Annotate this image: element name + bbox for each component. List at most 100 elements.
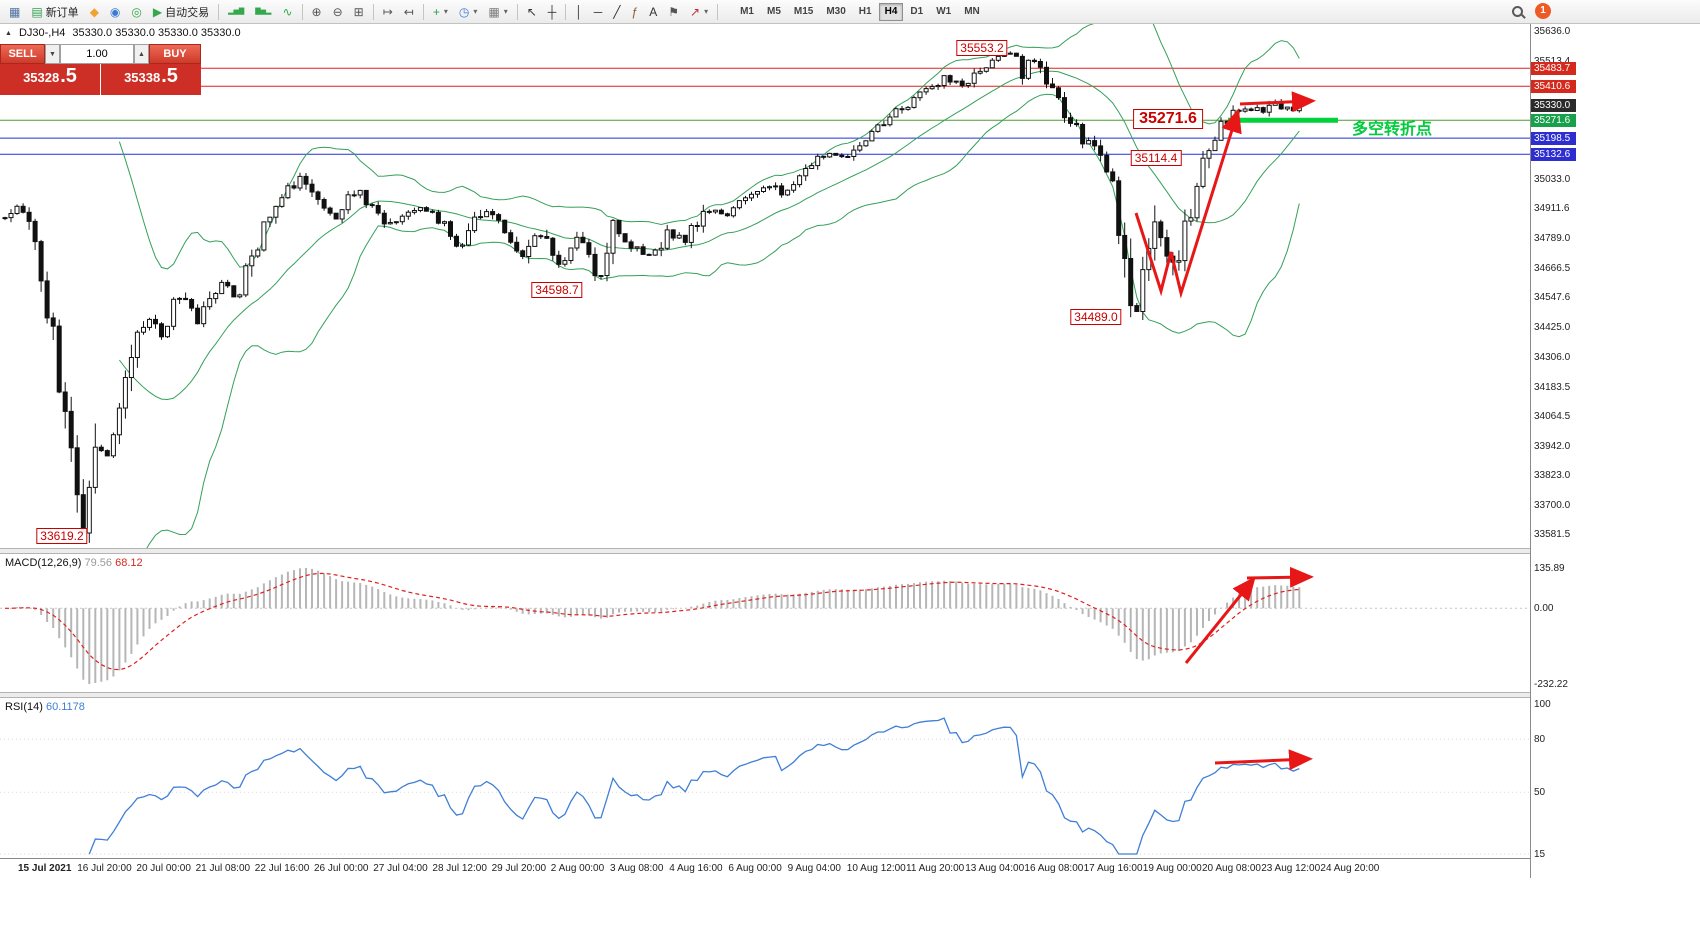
time-label: 20 Jul 00:00 bbox=[136, 863, 191, 874]
volume-up-button[interactable]: ▲ bbox=[134, 44, 149, 64]
indicator-list-button[interactable]: ▇▅▂ bbox=[250, 2, 276, 22]
time-label: 20 Aug 08:00 bbox=[1202, 863, 1261, 874]
price-tick-label: 34789.0 bbox=[1534, 233, 1571, 245]
toolbar-button-group: ▦ ▤ 新订单 ◆ ◉ ◎ ▶ 自动交易 ▂▅▇ ▇▅▂ ∿ ⊕ ⊖ ⊞ ↦ ↤ + ▾ ◷ ▾ ▦ ▾ ↖ ┼ │ ─ ╱ ƒ A ⚑ ↗… bbox=[4, 2, 721, 22]
text-button[interactable]: A bbox=[644, 2, 662, 22]
new-order-button[interactable]: ▤ 新订单 bbox=[26, 2, 83, 22]
price-tick-label: 34547.6 bbox=[1534, 292, 1571, 304]
horizontal-line-button[interactable]: ─ bbox=[589, 2, 608, 22]
search-icon[interactable] bbox=[1512, 5, 1523, 17]
time-axis[interactable]: 15 Jul 2021 16 Jul 20:00 20 Jul 00:00 21 Ju… bbox=[0, 858, 1530, 878]
sell-button[interactable]: SELL bbox=[0, 44, 45, 64]
price-callout[interactable]: 35553.2 bbox=[956, 40, 1008, 56]
rsi-panel[interactable]: RSI(14) 60.1178 bbox=[0, 698, 1530, 858]
zoom-out-button[interactable]: ⊖ bbox=[328, 2, 348, 22]
mql5-community-button[interactable]: ◆ bbox=[85, 2, 104, 22]
macd-chart[interactable] bbox=[0, 554, 1530, 692]
toolbar-divider bbox=[218, 3, 220, 20]
time-label: 16 Jul 20:00 bbox=[77, 863, 132, 874]
price-callout[interactable]: 35114.4 bbox=[1130, 150, 1182, 166]
auto-scroll-button[interactable]: ↦ bbox=[378, 2, 398, 22]
panel-separator[interactable] bbox=[0, 692, 1530, 698]
panel-separator[interactable] bbox=[0, 548, 1530, 554]
price-axis-tag: 35483.7 bbox=[1531, 61, 1576, 75]
tile-windows-button[interactable]: ⊞ bbox=[349, 2, 369, 22]
autotrading-button[interactable]: ▶ 自动交易 bbox=[148, 2, 214, 22]
price-callout[interactable]: 33619.2 bbox=[36, 528, 88, 544]
chart-window-icon: ▦ bbox=[9, 4, 21, 19]
new-order-icon: ▤ bbox=[31, 4, 43, 19]
buy-price-big: .5 bbox=[161, 65, 178, 87]
dropdown-arrow-icon: ▾ bbox=[704, 7, 709, 16]
price-chart-panel[interactable]: ▲ DJ30-,H4 35330.0 35330.0 35330.0 35330… bbox=[0, 24, 1530, 548]
timeframe-m5[interactable]: M5 bbox=[761, 3, 787, 21]
buy-price-display[interactable]: 35338.5 bbox=[101, 64, 201, 95]
zoom-in-button[interactable]: ⊕ bbox=[307, 2, 327, 22]
timeframe-m1[interactable]: M1 bbox=[734, 3, 760, 21]
info-button[interactable]: ◎ bbox=[126, 2, 146, 22]
rsi-chart[interactable] bbox=[0, 698, 1530, 858]
arrows-button[interactable]: ↗ ▾ bbox=[685, 2, 713, 22]
trade-row-prices: 35328.5 35338.5 bbox=[0, 64, 201, 95]
trend-arrow[interactable] bbox=[1134, 108, 1242, 299]
indicator-axis-label: 50 bbox=[1534, 787, 1546, 799]
indicator-axis-label: 100 bbox=[1534, 699, 1551, 710]
price-tick-label: 33942.0 bbox=[1534, 440, 1571, 452]
price-axis-tag: 35198.5 bbox=[1531, 131, 1576, 145]
buy-button[interactable]: BUY bbox=[149, 44, 201, 64]
macd-signal-value: 68.12 bbox=[115, 557, 143, 569]
macd-panel[interactable]: MACD(12,26,9) 79.56 68.12 bbox=[0, 554, 1530, 692]
price-axis[interactable]: 35636.0 35513.4 35033.0 34911.6 34789.0 34666… bbox=[1530, 24, 1576, 878]
timeframe-mn[interactable]: MN bbox=[958, 3, 986, 21]
timeframe-h4[interactable]: H4 bbox=[878, 2, 904, 21]
trend-arrow[interactable] bbox=[1214, 749, 1313, 771]
periods-button[interactable]: ◷ ▾ bbox=[454, 2, 483, 22]
price-callout[interactable]: 35271.6 bbox=[1133, 109, 1203, 129]
price-axis-tag: 35410.6 bbox=[1531, 79, 1576, 93]
turning-point-annotation[interactable]: 多空转折点 bbox=[1352, 121, 1433, 138]
zoom-out-icon: ⊖ bbox=[332, 4, 343, 19]
timeframe-m15[interactable]: M15 bbox=[788, 3, 819, 21]
notification-badge[interactable]: 1 bbox=[1535, 3, 1551, 19]
timeframe-d1[interactable]: D1 bbox=[904, 3, 929, 21]
timeframe-m30[interactable]: M30 bbox=[820, 3, 851, 21]
macd-label: MACD(12,26,9) 79.56 68.12 bbox=[5, 557, 143, 569]
candlestick-chart[interactable] bbox=[0, 24, 1530, 548]
crosshair-button[interactable]: ┼ bbox=[543, 2, 562, 22]
indicators-button[interactable]: ▂▅▇ bbox=[223, 2, 249, 22]
text-icon: A bbox=[649, 4, 658, 19]
cursor-arrow-icon: ↖ bbox=[526, 4, 537, 19]
timeframe-h1[interactable]: H1 bbox=[853, 3, 878, 21]
indicator-axis-label: 0.00 bbox=[1534, 603, 1554, 615]
time-label: 6 Aug 00:00 bbox=[728, 863, 782, 874]
templates-button[interactable]: ▦ ▾ bbox=[483, 2, 512, 22]
flag-icon: ⚑ bbox=[668, 4, 679, 19]
chart-shift-button[interactable]: ↤ bbox=[399, 2, 419, 22]
price-callout[interactable]: 34489.0 bbox=[1070, 309, 1122, 325]
sell-price-big: .5 bbox=[60, 65, 77, 87]
fibonacci-button[interactable]: ƒ bbox=[627, 2, 644, 22]
timeframe-w1[interactable]: W1 bbox=[930, 3, 957, 21]
objects-list-button[interactable]: ∿ bbox=[277, 2, 297, 22]
market-button[interactable]: ◉ bbox=[105, 2, 125, 22]
volume-input[interactable] bbox=[60, 44, 134, 64]
auto-scroll-icon: ↦ bbox=[382, 4, 393, 19]
price-callout[interactable]: 34598.7 bbox=[531, 282, 583, 298]
add-indicator-button[interactable]: + ▾ bbox=[428, 2, 453, 22]
trendline-button[interactable]: ╱ bbox=[608, 2, 625, 22]
trend-arrow[interactable] bbox=[1239, 91, 1316, 113]
sell-price-display[interactable]: 35328.5 bbox=[0, 64, 101, 95]
volume-down-button[interactable]: ▼ bbox=[45, 44, 60, 64]
symbol-name: DJ30-,H4 bbox=[18, 27, 66, 39]
one-click-trading-panel: SELL ▼ ▲ BUY 35328.5 35338.5 bbox=[0, 44, 201, 95]
macd-signal-line bbox=[5, 572, 1300, 671]
vertical-line-button[interactable]: │ bbox=[570, 2, 588, 22]
new-chart-button[interactable]: ▦ bbox=[4, 2, 25, 22]
trend-arrow[interactable] bbox=[1184, 576, 1256, 664]
time-label: 15 Jul 2021 bbox=[18, 863, 72, 874]
cursor-button[interactable]: ↖ bbox=[522, 2, 542, 22]
buy-price-main: 35338 bbox=[124, 70, 161, 85]
label-button[interactable]: ⚑ bbox=[663, 2, 684, 22]
trend-arrow[interactable] bbox=[1246, 566, 1314, 588]
